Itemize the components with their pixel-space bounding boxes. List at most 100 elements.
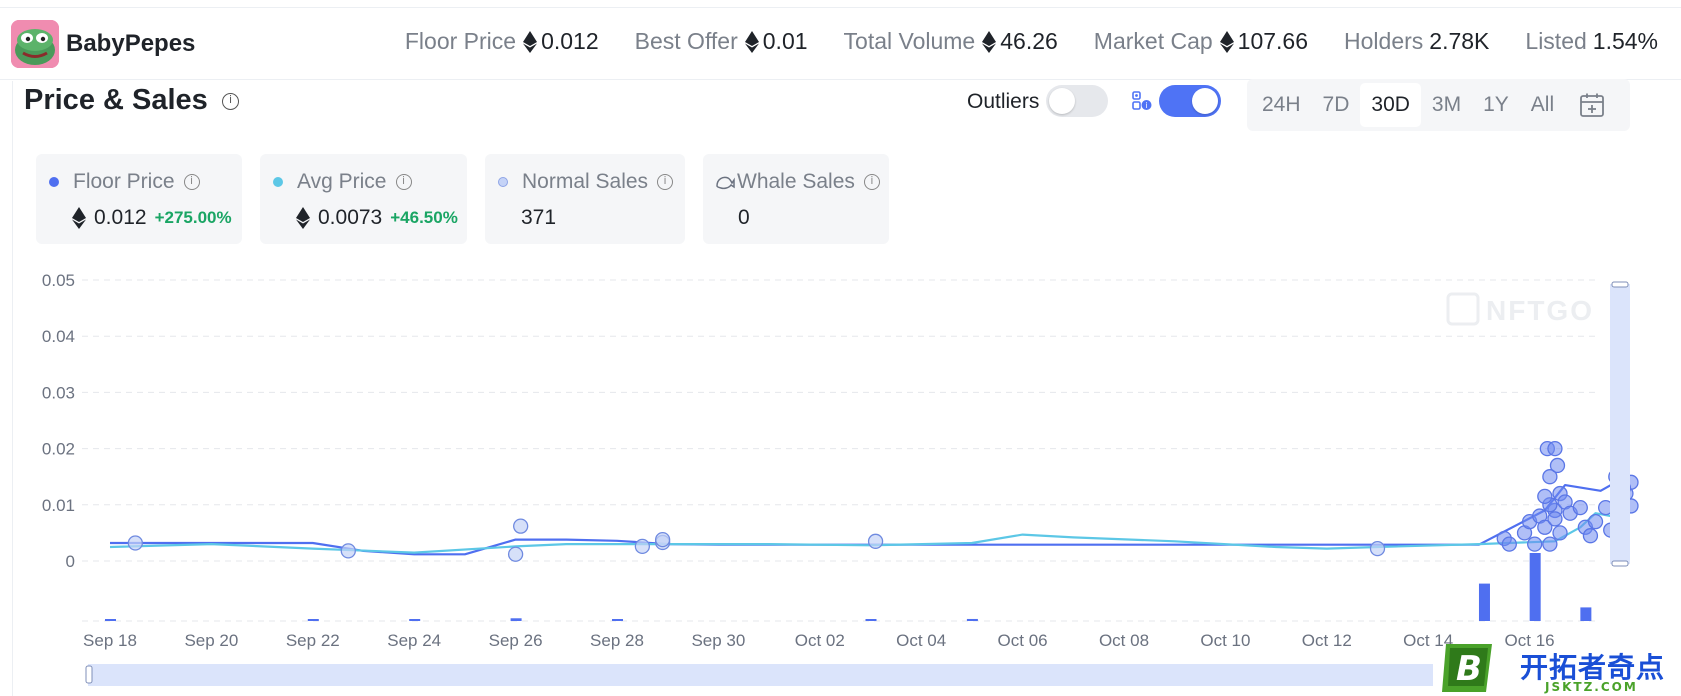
panel-title: Price & Sales bbox=[24, 84, 208, 116]
stat-floor-price: Floor Price 0.012 bbox=[405, 28, 599, 55]
horizontal-zoom-slider[interactable] bbox=[85, 664, 1433, 686]
vertical-slider-handle-bottom[interactable] bbox=[1611, 560, 1629, 567]
x-tick-label: Oct 12 bbox=[1302, 631, 1352, 650]
series-line bbox=[110, 481, 1627, 556]
price-sales-card bbox=[12, 81, 1681, 696]
eth-icon bbox=[523, 30, 538, 53]
sale-point bbox=[1549, 457, 1566, 474]
legend-floor-price[interactable]: Floor Price 0.012 +275.00% bbox=[36, 154, 242, 244]
legend-whale-sales[interactable]: Whale Sales 0 bbox=[703, 154, 889, 244]
y-tick-label: 0.04 bbox=[42, 327, 75, 346]
info-icon[interactable] bbox=[222, 93, 239, 110]
sale-point bbox=[1572, 499, 1588, 516]
sale-point bbox=[1547, 440, 1563, 457]
volume-bar bbox=[409, 619, 421, 621]
legend-avg-price[interactable]: Avg Price 0.0073 +46.50% bbox=[260, 154, 467, 244]
range-7d[interactable]: 7D bbox=[1322, 93, 1350, 116]
stat-value: 0.012 bbox=[541, 28, 599, 54]
legend-head: Whale Sales bbox=[715, 170, 880, 194]
info-icon[interactable] bbox=[183, 174, 200, 190]
stat-label: Floor Price bbox=[404, 28, 517, 54]
range-24h[interactable]: 24H bbox=[1262, 93, 1301, 116]
volume-bar bbox=[612, 619, 623, 621]
sale-point bbox=[1587, 514, 1604, 530]
vertical-slider-track[interactable] bbox=[1610, 284, 1630, 564]
x-tick-label: Sep 26 bbox=[489, 631, 543, 650]
collection-logo[interactable] bbox=[11, 20, 59, 68]
x-tick-label: Oct 06 bbox=[998, 631, 1048, 650]
x-tick-label: Sep 20 bbox=[184, 631, 238, 650]
stat-value: 46.26 bbox=[1000, 28, 1058, 54]
view-toggle[interactable] bbox=[1159, 85, 1221, 117]
x-tick-label: Sep 28 bbox=[590, 631, 644, 650]
toggle-knob bbox=[1049, 88, 1075, 114]
stat-holders: Holders 2.78K bbox=[1344, 28, 1489, 55]
chart-mode-icon: i bbox=[1132, 91, 1152, 110]
horizontal-slider-track[interactable] bbox=[88, 664, 1433, 686]
brand-cn-text: 开拓者奇点 bbox=[1520, 651, 1666, 684]
sale-point bbox=[1501, 536, 1517, 552]
range-30d[interactable]: 30D bbox=[1360, 83, 1421, 127]
y-tick-label: 0.05 bbox=[42, 271, 75, 290]
volume-bar bbox=[105, 619, 116, 621]
range-3m[interactable]: 3M bbox=[1431, 93, 1462, 116]
y-tick-label: 0.03 bbox=[42, 383, 75, 402]
brand-en-text: JSKTZ.COM bbox=[1545, 680, 1638, 694]
sale-point bbox=[340, 543, 356, 559]
info-icon[interactable] bbox=[657, 174, 674, 190]
legend-name: Floor Price bbox=[73, 170, 175, 193]
legend-value-row: 0.012 +275.00% bbox=[72, 206, 232, 230]
vertical-slider-handle-top[interactable] bbox=[1611, 281, 1629, 288]
range-1y[interactable]: 1Y bbox=[1483, 93, 1509, 116]
nftgo-watermark: NFTGO bbox=[1446, 292, 1592, 326]
outliers-toggle[interactable] bbox=[1046, 85, 1108, 117]
stat-value: 0.01 bbox=[762, 28, 808, 54]
x-tick-label: Sep 22 bbox=[286, 631, 340, 650]
stat-value: 107.66 bbox=[1237, 28, 1309, 54]
legend-name: Avg Price bbox=[297, 170, 387, 193]
calendar-icon[interactable] bbox=[1579, 92, 1605, 118]
collection-header: BabyPepes Floor Price 0.012 Best Offer 0… bbox=[0, 0, 1681, 80]
sale-point bbox=[1582, 528, 1599, 544]
legend-value: 0 bbox=[738, 206, 750, 229]
x-tick-label: Oct 16 bbox=[1505, 631, 1555, 650]
legend-normal-sales[interactable]: Normal Sales 371 bbox=[485, 154, 685, 244]
grid-layer bbox=[82, 279, 1600, 622]
collection-name[interactable]: BabyPepes bbox=[66, 30, 196, 57]
svg-text:B: B bbox=[1456, 649, 1482, 689]
stat-label: Market Cap bbox=[1093, 28, 1213, 54]
horizontal-slider-handle[interactable] bbox=[85, 665, 93, 684]
stat-label: Best Offer bbox=[634, 28, 738, 54]
stat-label: Holders bbox=[1344, 28, 1424, 54]
vertical-zoom-slider[interactable] bbox=[1610, 281, 1630, 567]
info-icon[interactable] bbox=[863, 174, 880, 190]
legend-value: 0.012 bbox=[94, 206, 147, 229]
volume-bars bbox=[105, 553, 1592, 621]
sale-point bbox=[127, 535, 144, 551]
eth-icon bbox=[296, 207, 310, 229]
volume-bar bbox=[307, 619, 319, 621]
volume-bar bbox=[510, 618, 522, 621]
sale-point bbox=[654, 531, 671, 548]
range-all[interactable]: All bbox=[1530, 93, 1555, 116]
volume-bar bbox=[1529, 553, 1541, 621]
x-tick-label: Oct 04 bbox=[896, 631, 946, 650]
x-tick-label: Sep 30 bbox=[691, 631, 745, 650]
info-icon[interactable] bbox=[395, 174, 412, 190]
outliers-label: Outliers bbox=[967, 90, 1040, 113]
stat-total-volume: Total Volume 46.26 bbox=[844, 28, 1058, 55]
stats-row: Floor Price 0.012 Best Offer 0.01 Total … bbox=[405, 28, 1658, 55]
x-tick-label: Sep 24 bbox=[387, 631, 441, 650]
stat-market-cap: Market Cap 107.66 bbox=[1094, 28, 1308, 55]
sale-point bbox=[1369, 540, 1386, 557]
pepe-avatar-icon bbox=[11, 20, 59, 68]
sale-point bbox=[1542, 536, 1558, 552]
legend-change: +46.50% bbox=[390, 208, 458, 227]
sale-point bbox=[1542, 469, 1558, 485]
sales-points bbox=[127, 440, 1639, 562]
legend-value-row: 0.0073 +46.50% bbox=[296, 206, 458, 230]
legend-value-row: 0 bbox=[738, 206, 750, 230]
y-tick-label: 0.02 bbox=[42, 440, 75, 459]
stat-value: 2.78K bbox=[1429, 28, 1490, 54]
